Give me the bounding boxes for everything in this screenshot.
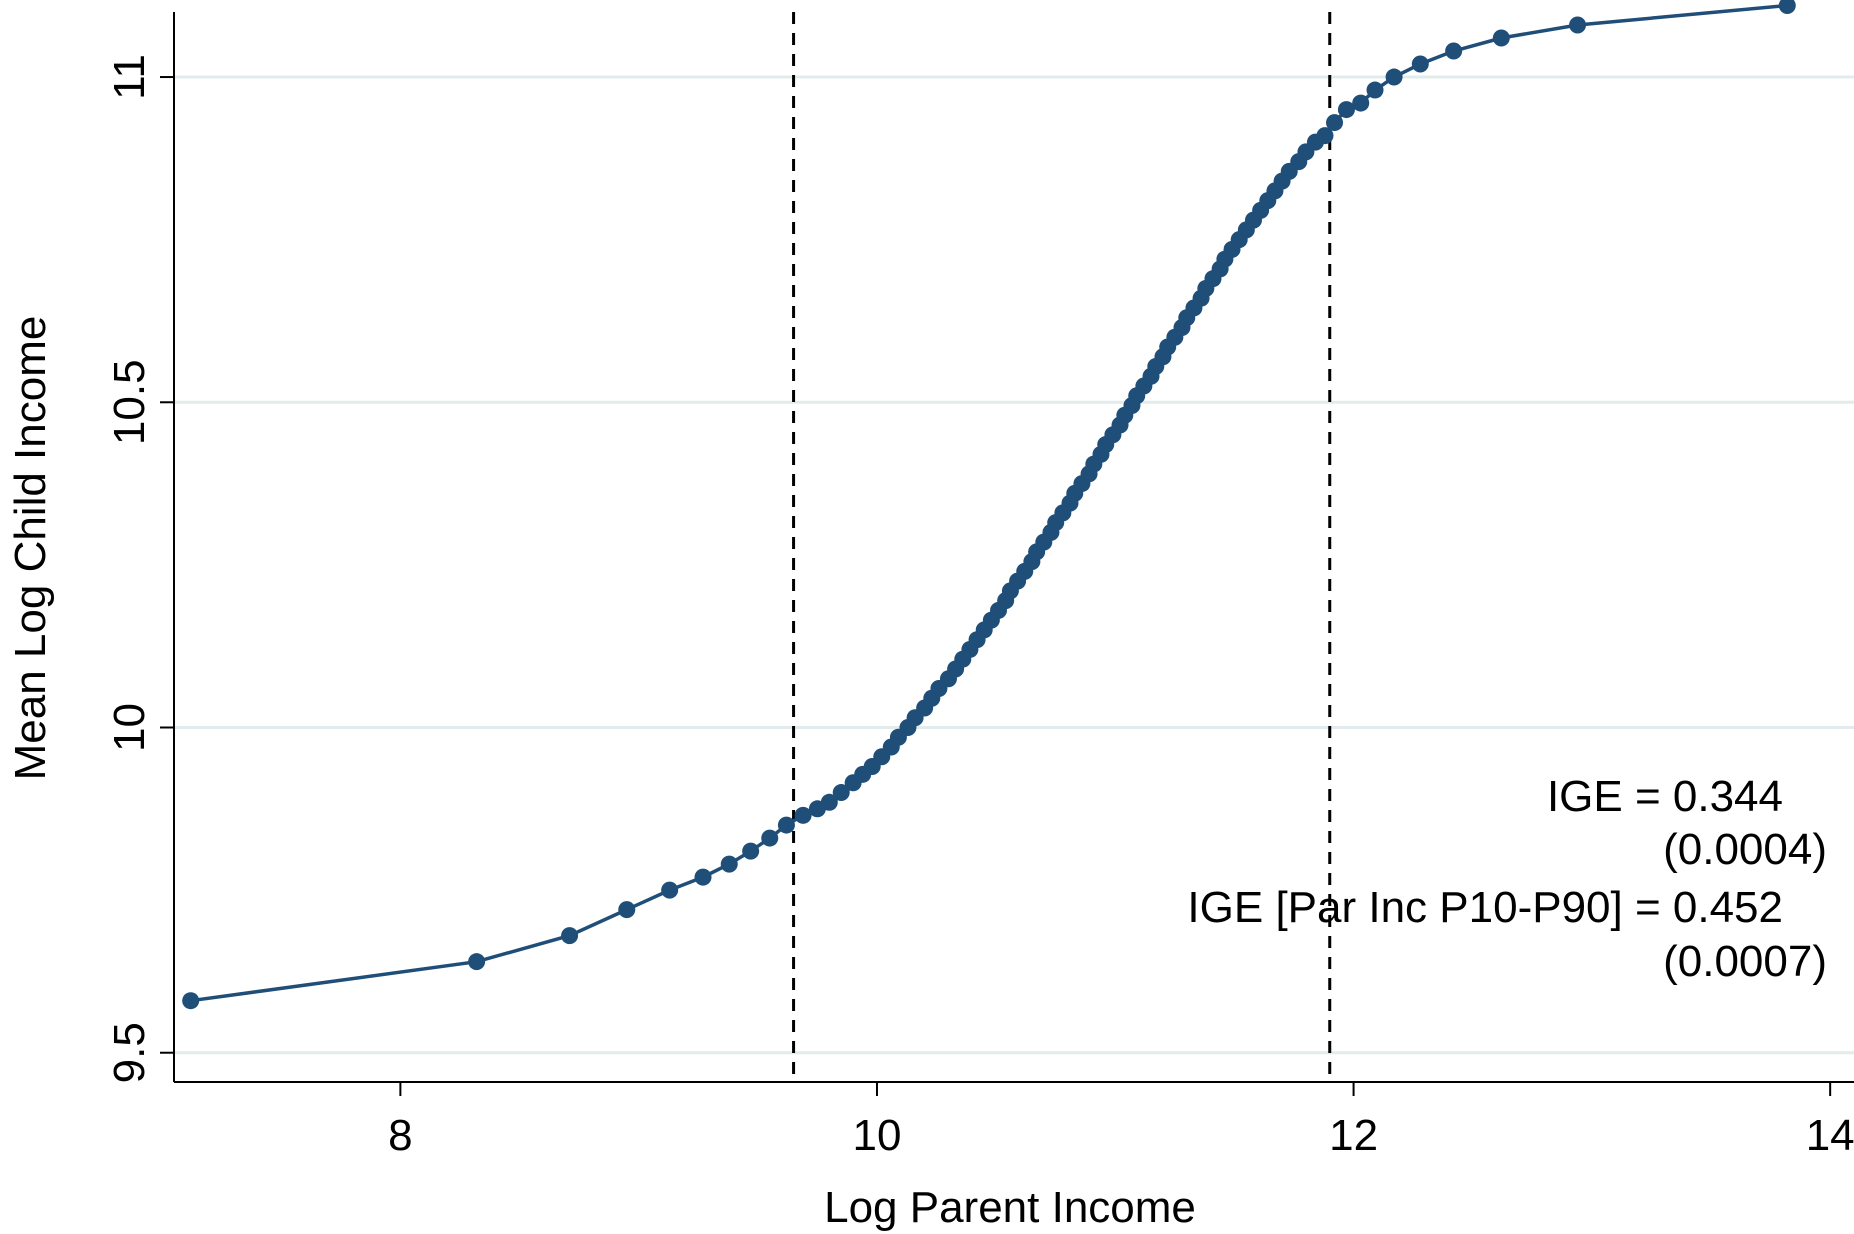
annotation-ige-p10-p90: IGE [Par Inc P10-P90] = 0.452 xyxy=(1187,883,1783,932)
x-tick-label-2: 12 xyxy=(1329,1111,1378,1160)
data-point xyxy=(618,901,636,919)
y-tick-label-1: 10 xyxy=(105,703,154,752)
data-point xyxy=(1326,114,1344,132)
data-point xyxy=(1569,16,1587,34)
data-point xyxy=(832,784,850,802)
data-point xyxy=(1778,0,1796,14)
data-point xyxy=(794,806,812,824)
x-tick-label-3: 14 xyxy=(1806,1111,1854,1160)
data-point xyxy=(1316,127,1334,145)
annotation-ige-p10-p90-se: (0.0007) xyxy=(1663,937,1827,986)
gridlines xyxy=(174,75,1854,1055)
data-point xyxy=(694,868,712,886)
x-axis-title: Log Parent Income xyxy=(824,1183,1196,1232)
y-tick-label-2: 10.5 xyxy=(105,359,154,445)
data-point xyxy=(182,992,200,1010)
data-point xyxy=(720,855,738,873)
reference-lines xyxy=(792,12,1332,1082)
data-point xyxy=(1492,29,1510,47)
data-point xyxy=(777,816,795,834)
data-point xyxy=(761,829,779,847)
data-point xyxy=(1366,81,1384,99)
y-axis-title: Mean Log Child Income xyxy=(6,316,55,781)
x-tick-label-0: 8 xyxy=(388,1111,412,1160)
data-point xyxy=(742,842,760,860)
data-point xyxy=(1411,55,1429,73)
data-point xyxy=(1337,101,1355,119)
data-point xyxy=(661,881,679,899)
y-tick-label-0: 9.5 xyxy=(105,1022,154,1083)
x-tick-label-1: 10 xyxy=(853,1111,902,1160)
axes: 8 10 12 14 9.5 10 10.5 11 xyxy=(105,12,1854,1160)
data-point xyxy=(820,793,838,811)
y-tick-label-3: 11 xyxy=(105,54,154,100)
annotation-ige: IGE = 0.344 xyxy=(1547,772,1783,821)
data-point xyxy=(1385,68,1403,86)
data-point xyxy=(1445,42,1463,60)
annotation-ige-se: (0.0004) xyxy=(1663,825,1827,874)
data-point xyxy=(1352,94,1370,112)
series-layer xyxy=(182,0,1796,1010)
data-point xyxy=(468,953,486,971)
data-point xyxy=(561,927,579,945)
